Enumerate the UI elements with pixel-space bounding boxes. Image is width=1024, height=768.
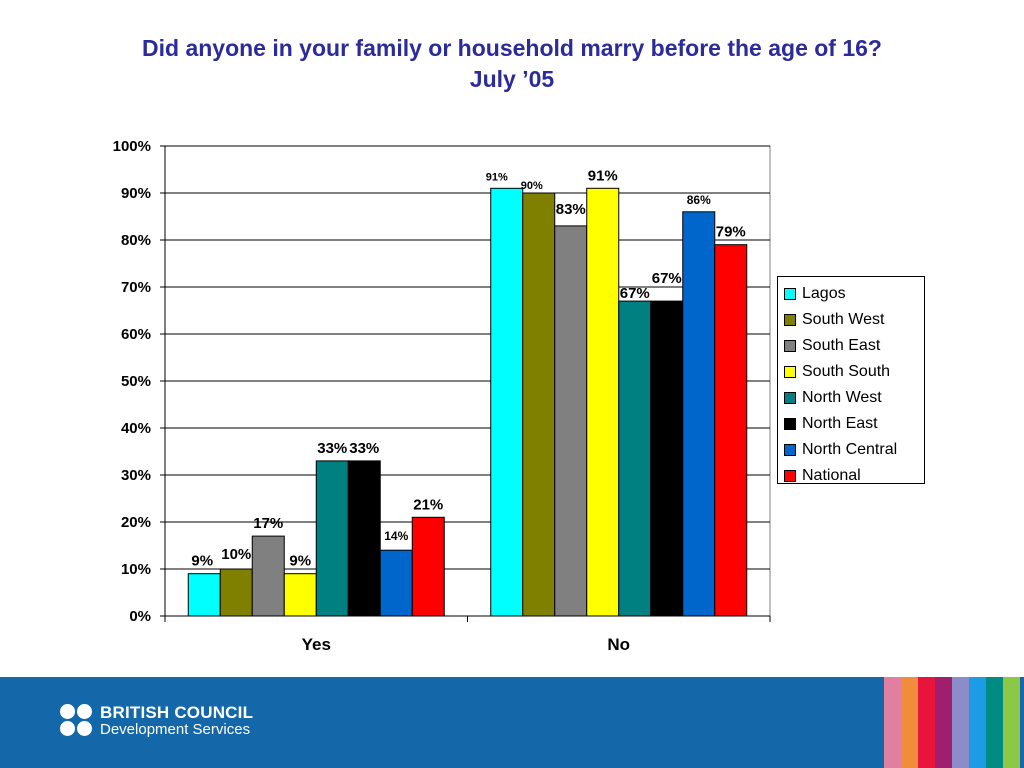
y-tick-label: 20% [121,514,151,531]
legend-label: National [802,467,861,484]
data-label: 83% [556,201,586,218]
british-council-logo: BRITISH COUNCIL Development Services [60,704,253,738]
data-label: 67% [652,270,682,287]
legend-item: South South [784,359,924,385]
data-label: 14% [384,529,408,543]
bar-national [411,516,445,617]
data-label: 86% [687,193,711,207]
legend-label: South East [802,337,881,354]
bar-north-central [379,549,413,617]
data-label: 91% [486,171,508,183]
legend-swatch [784,340,796,352]
legend-swatch [784,470,796,482]
stripe [952,677,969,768]
stripe [969,677,986,768]
bar-south-east [251,535,285,617]
data-label: 17% [253,515,283,532]
y-tick-label: 40% [121,420,151,437]
bar-south-west [522,192,556,617]
legend-swatch [784,392,796,404]
y-tick-label: 0% [129,608,151,625]
bar-north-east [650,300,684,617]
legend-item: Lagos [784,281,924,307]
legend-swatch [784,288,796,300]
data-label: 79% [716,224,746,241]
legend-item: North Central [784,437,924,463]
data-label: 10% [221,546,251,563]
stripe [1003,677,1020,768]
legend-label: Lagos [802,285,846,302]
data-label: 91% [588,167,618,184]
y-tick-label: 100% [113,138,151,155]
color-stripes [884,677,1020,768]
chart-legend: Lagos South West South East South South Nort… [777,276,925,484]
bar-chart: 0%10%20%30%40%50%60%70%80%90%100%9% 10%17… [113,138,771,654]
data-label: 9% [289,553,311,570]
stripe [901,677,918,768]
data-label: 21% [413,496,443,513]
chart-subtitle: July ’05 [469,66,555,92]
bar-north-east [347,460,381,617]
y-tick-label: 30% [121,467,151,484]
data-label: 33% [349,440,379,457]
legend-label: North Central [802,441,898,458]
bar-south-east [554,225,588,617]
stripe [918,677,935,768]
y-tick-label: 80% [121,232,151,249]
data-label: 90% [521,180,543,192]
legend-label: South South [802,363,891,380]
legend-item: National [784,463,924,489]
bar-south-south [283,573,317,617]
bar-lagos [187,573,221,617]
legend-item: South West [784,307,924,333]
logo-subtitle: Development Services [100,721,251,738]
chart-title: Did anyone in your family or household m… [142,35,882,61]
legend-label: North West [802,389,882,406]
bar-north-west [315,460,349,617]
stripe [884,677,901,768]
y-tick-label: 10% [121,561,151,578]
x-tick-label: No [607,635,630,654]
data-label: 67% [620,285,650,302]
logo-dots-icon [60,704,94,738]
data-label: 9% [191,553,213,570]
data-label: 33% [317,440,347,457]
legend-label: North East [802,415,878,432]
y-tick-label: 90% [121,185,151,202]
stripe [986,677,1003,768]
legend-item: South East [784,333,924,359]
bar-national [714,244,748,617]
y-tick-label: 70% [121,279,151,296]
legend-label: South West [802,311,885,328]
stripe [935,677,952,768]
legend-item: North West [784,385,924,411]
y-tick-label: 50% [121,373,151,390]
bar-north-west [618,300,652,617]
bar-south-west [219,568,253,617]
legend-swatch [784,314,796,326]
bar-north-central [682,211,716,617]
legend-item: North East [784,411,924,437]
x-tick-label: Yes [302,635,331,654]
footer-bar [0,677,1024,768]
legend-swatch [784,444,796,456]
y-tick-label: 60% [121,326,151,343]
logo-name: BRITISH COUNCIL [100,703,254,722]
bar-south-south [586,187,620,617]
bar-lagos [490,187,524,617]
legend-swatch [784,366,796,378]
legend-swatch [784,418,796,430]
